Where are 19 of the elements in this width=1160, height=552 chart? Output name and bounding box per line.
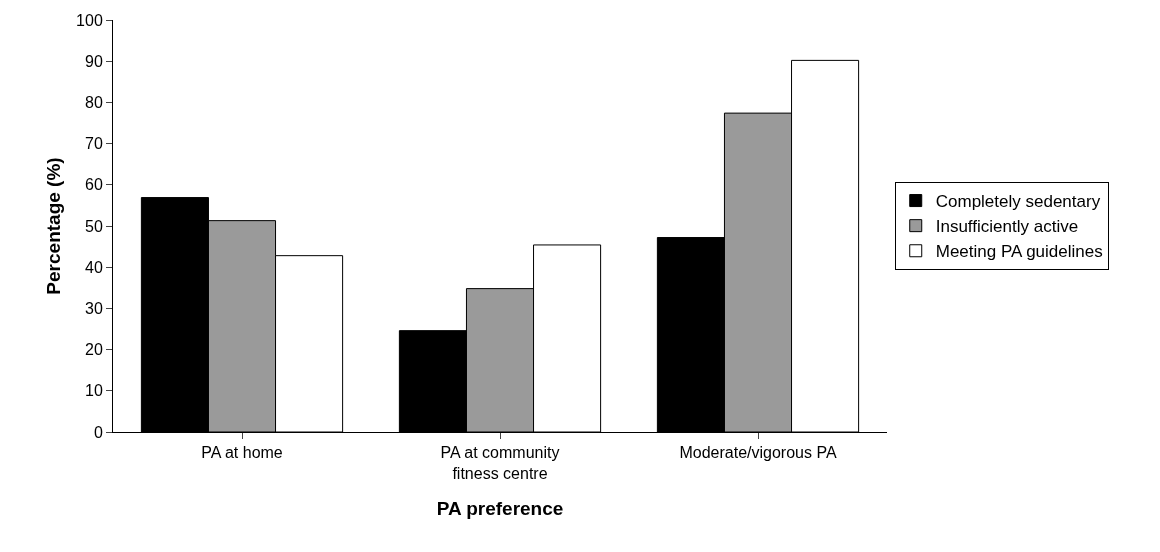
y-tick-label: 90 — [85, 52, 103, 70]
y-tick-label: 80 — [85, 94, 103, 111]
y-axis-title: Percentage (%) — [42, 157, 64, 295]
legend-label: Insufficiently active — [935, 217, 1079, 237]
x-tick-label: PA at community fitness centre — [440, 444, 560, 482]
legend-label: Completely sedentary — [935, 192, 1101, 212]
y-tick-label: 30 — [85, 300, 103, 317]
y-tick-label: 100 — [76, 11, 103, 29]
y-tick-label: 0 — [93, 423, 103, 441]
y-tick-label: 60 — [85, 176, 103, 194]
y-tick-label: 40 — [85, 258, 103, 276]
y-tick-label: 70 — [85, 135, 103, 153]
x-tick-label: PA at home — [201, 444, 283, 462]
legend-label: Meeting PA guidelines — [935, 242, 1103, 262]
y-tick-label: 50 — [85, 217, 103, 235]
y-tick-label: 10 — [85, 382, 103, 400]
x-axis-title: PA preference — [436, 497, 564, 519]
y-tick-label: 20 — [85, 341, 103, 359]
x-tick-label: Moderate/vigorous PA — [679, 444, 837, 462]
